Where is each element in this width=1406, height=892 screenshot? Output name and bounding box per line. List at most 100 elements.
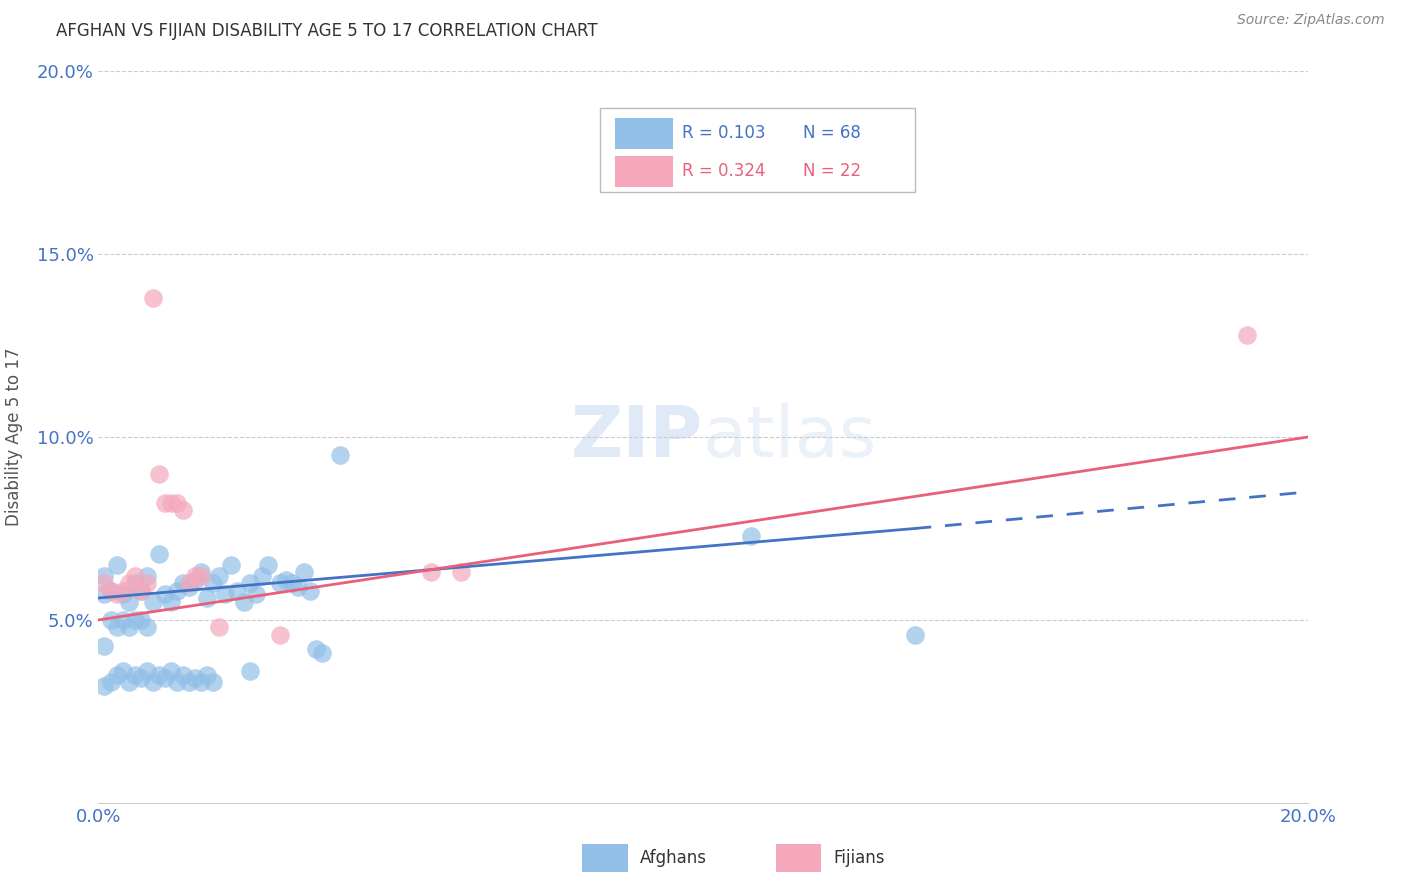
Text: ZIP: ZIP	[571, 402, 703, 472]
Point	[160, 496, 183, 510]
FancyBboxPatch shape	[776, 845, 821, 872]
Point	[420, 566, 443, 580]
Point	[100, 613, 122, 627]
Point	[239, 664, 262, 678]
Point	[111, 613, 134, 627]
Point	[232, 594, 254, 608]
Text: AFGHAN VS FIJIAN DISABILITY AGE 5 TO 17 CORRELATION CHART: AFGHAN VS FIJIAN DISABILITY AGE 5 TO 17 …	[56, 22, 598, 40]
Point	[148, 547, 170, 561]
Text: atlas: atlas	[703, 402, 877, 472]
Point	[105, 558, 128, 573]
Point	[184, 573, 207, 587]
Point	[179, 675, 201, 690]
Point	[124, 667, 146, 681]
Point	[129, 583, 152, 598]
Point	[153, 587, 176, 601]
Text: R = 0.324: R = 0.324	[682, 162, 766, 180]
Text: Afghans: Afghans	[640, 848, 707, 867]
Point	[166, 496, 188, 510]
Point	[160, 664, 183, 678]
Point	[142, 675, 165, 690]
Point	[135, 576, 157, 591]
Point	[118, 594, 141, 608]
Point	[172, 503, 194, 517]
Point	[100, 583, 122, 598]
Point	[190, 675, 212, 690]
Point	[129, 672, 152, 686]
Point	[118, 620, 141, 634]
Point	[274, 573, 297, 587]
Point	[124, 613, 146, 627]
Point	[93, 569, 115, 583]
Point	[214, 587, 236, 601]
Point	[153, 496, 176, 510]
Point	[135, 620, 157, 634]
Point	[179, 580, 201, 594]
Point	[269, 576, 291, 591]
Point	[93, 679, 115, 693]
Point	[124, 576, 146, 591]
FancyBboxPatch shape	[600, 108, 915, 192]
Point	[208, 620, 231, 634]
Point	[190, 569, 212, 583]
Point	[172, 667, 194, 681]
Point	[105, 620, 128, 634]
Point	[190, 566, 212, 580]
Point	[287, 580, 309, 594]
Text: Source: ZipAtlas.com: Source: ZipAtlas.com	[1237, 13, 1385, 28]
Point	[166, 675, 188, 690]
Point	[269, 627, 291, 641]
Point	[226, 583, 249, 598]
Point	[142, 594, 165, 608]
Point	[93, 587, 115, 601]
Text: R = 0.103: R = 0.103	[682, 124, 766, 142]
Point	[305, 642, 328, 657]
Point	[135, 664, 157, 678]
Text: N = 68: N = 68	[803, 124, 862, 142]
Point	[93, 576, 115, 591]
Point	[100, 583, 122, 598]
Point	[118, 675, 141, 690]
Y-axis label: Disability Age 5 to 17: Disability Age 5 to 17	[4, 348, 22, 526]
Point	[329, 448, 352, 462]
Point	[311, 646, 333, 660]
Point	[245, 587, 267, 601]
Point	[129, 583, 152, 598]
Point	[292, 566, 315, 580]
Point	[202, 576, 225, 591]
Point	[256, 558, 278, 573]
Point	[111, 664, 134, 678]
Text: Fijians: Fijians	[834, 848, 886, 867]
Point	[250, 569, 273, 583]
FancyBboxPatch shape	[614, 118, 672, 149]
Point	[1236, 327, 1258, 342]
Point	[299, 583, 322, 598]
Point	[135, 569, 157, 583]
Point	[124, 569, 146, 583]
Point	[100, 675, 122, 690]
Point	[172, 576, 194, 591]
Point	[148, 667, 170, 681]
Point	[221, 558, 243, 573]
FancyBboxPatch shape	[582, 845, 628, 872]
Point	[740, 529, 762, 543]
Point	[153, 672, 176, 686]
Point	[904, 627, 927, 641]
Point	[195, 591, 218, 605]
Point	[129, 613, 152, 627]
Point	[142, 291, 165, 305]
Point	[160, 594, 183, 608]
Point	[111, 583, 134, 598]
Point	[450, 566, 472, 580]
Point	[166, 583, 188, 598]
Point	[118, 576, 141, 591]
Point	[105, 587, 128, 601]
Point	[208, 569, 231, 583]
Point	[105, 667, 128, 681]
Point	[281, 576, 304, 591]
Point	[184, 672, 207, 686]
Point	[93, 639, 115, 653]
FancyBboxPatch shape	[614, 156, 672, 187]
Point	[148, 467, 170, 481]
Point	[239, 576, 262, 591]
